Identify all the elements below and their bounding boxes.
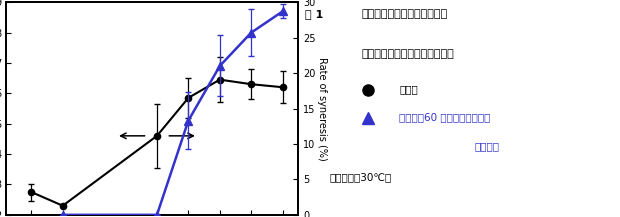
Y-axis label: Rate of syneresis (%): Rate of syneresis (%) [317,57,327,160]
Text: 保存温度は30℃。: 保存温度は30℃。 [330,172,392,182]
Text: 離水率（60 検体中の離水検体: 離水率（60 検体中の離水検体 [399,112,490,122]
Text: 生菌数: 生菌数 [399,84,418,94]
Text: の割合）: の割合） [475,141,500,151]
Text: 図 1: 図 1 [304,8,323,18]
Text: 未接種阴波ういろうにおける: 未接種阴波ういろうにおける [361,8,448,18]
Text: 残存枯草菌胞子の増殖と離水率: 残存枯草菌胞子の増殖と離水率 [361,49,454,59]
